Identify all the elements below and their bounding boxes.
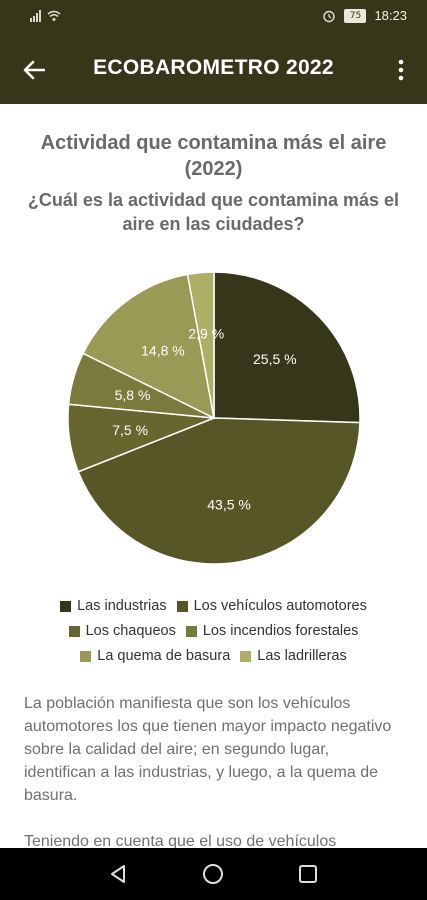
legend-label: Los vehículos automotores bbox=[193, 598, 367, 614]
legend-item[interactable]: Las ladrilleras bbox=[240, 648, 347, 664]
legend-swatch bbox=[80, 650, 92, 662]
nav-home-button[interactable] bbox=[201, 862, 225, 886]
slice-label: 7,5 % bbox=[112, 422, 148, 438]
slice-label: 2,9 % bbox=[188, 326, 224, 342]
status-time: 18:23 bbox=[374, 8, 407, 23]
square-recents-icon bbox=[299, 865, 317, 883]
back-button[interactable] bbox=[18, 54, 50, 86]
legend-swatch bbox=[68, 625, 80, 637]
nav-back-button[interactable] bbox=[106, 862, 130, 886]
pie-slice[interactable] bbox=[186, 271, 215, 419]
more-vert-icon bbox=[398, 59, 404, 81]
legend-row: La quema de basura Las ladrilleras bbox=[10, 648, 417, 664]
chart-subtitle: ¿Cuál es la actividad que contamina más … bbox=[27, 190, 400, 234]
slice-label: 43,5 % bbox=[207, 496, 251, 512]
page-title: ECOBAROMETRO 2022 bbox=[93, 56, 334, 79]
status-left bbox=[30, 10, 61, 22]
legend-swatch bbox=[176, 600, 188, 612]
more-options-button[interactable] bbox=[389, 54, 413, 86]
legend-label: Los incendios forestales bbox=[202, 623, 359, 639]
legend-item[interactable]: Los chaqueos bbox=[68, 623, 176, 639]
chart-title: Actividad que contamina más el aire (202… bbox=[40, 132, 387, 180]
status-right: 75 18:23 bbox=[322, 8, 407, 23]
legend-item[interactable]: Las industrias bbox=[60, 598, 167, 614]
content-scroll[interactable]: Actividad que contamina más el aire (202… bbox=[0, 104, 427, 848]
battery-icon: 75 bbox=[344, 8, 367, 23]
pie-slice[interactable] bbox=[213, 271, 361, 424]
circle-home-icon bbox=[203, 864, 223, 884]
legend-label: Los chaqueos bbox=[85, 623, 176, 639]
body-paragraph-1: La población manifiesta que son los vehí… bbox=[24, 695, 392, 804]
chart-legend: Las industrias Los vehículos automotores L… bbox=[10, 598, 417, 673]
pie-chart: 25,5 % 43,5 % 7,5 % 5,8 % 14,8 %2,9 % bbox=[67, 271, 361, 565]
slice-label: 14,8 % bbox=[141, 342, 185, 358]
legend-item[interactable]: La quema de basura bbox=[80, 648, 230, 664]
legend-swatch bbox=[60, 600, 72, 612]
wifi-icon bbox=[47, 10, 61, 21]
status-bar: 75 18:23 bbox=[0, 0, 427, 36]
legend-swatch bbox=[185, 625, 197, 637]
slice-label: 25,5 % bbox=[253, 351, 297, 367]
nav-recents-button[interactable] bbox=[296, 862, 320, 886]
app-bar: ECOBAROMETRO 2022 bbox=[0, 36, 427, 104]
legend-row: Las industrias Los vehículos automotores bbox=[10, 598, 417, 614]
pie-slice[interactable] bbox=[77, 417, 361, 565]
legend-item[interactable]: Los incendios forestales bbox=[185, 623, 359, 639]
legend-swatch bbox=[240, 650, 252, 662]
pie-slice[interactable] bbox=[82, 273, 216, 420]
legend-item[interactable]: Los vehículos automotores bbox=[176, 598, 367, 614]
legend-row: Los chaqueos Los incendios forestales bbox=[10, 623, 417, 639]
arrow-back-icon bbox=[23, 60, 45, 80]
system-nav-bar bbox=[0, 848, 427, 900]
slice-label: 5,8 % bbox=[115, 387, 151, 403]
signal-icon bbox=[30, 10, 41, 22]
legend-label: Las ladrilleras bbox=[257, 648, 347, 664]
legend-label: Las industrias bbox=[77, 598, 167, 614]
legend-label: La quema de basura bbox=[97, 648, 231, 664]
alarm-icon bbox=[323, 10, 336, 22]
body-paragraph-2: Teniendo en cuenta que el uso de vehícul… bbox=[24, 833, 337, 848]
triangle-back-icon bbox=[111, 865, 125, 883]
